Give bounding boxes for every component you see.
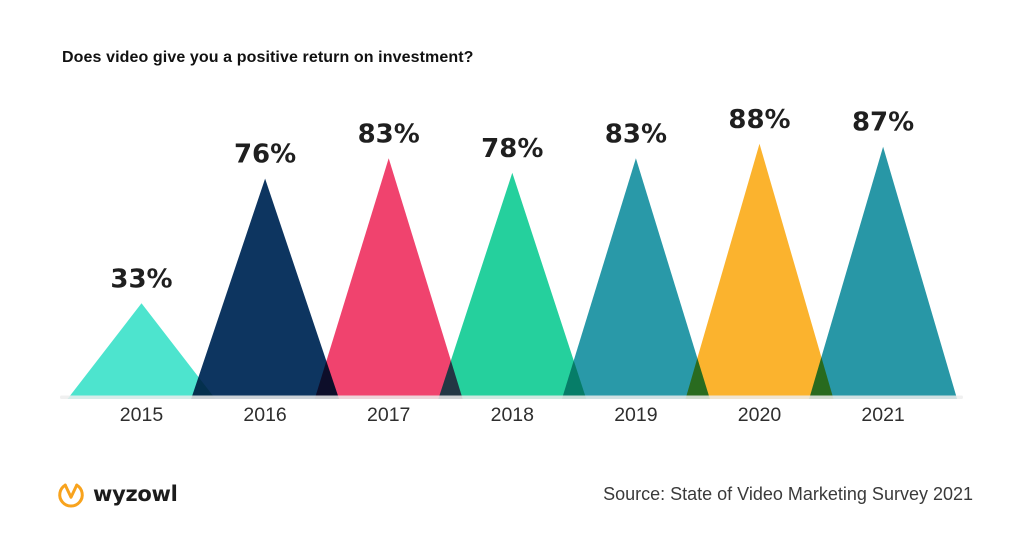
value-label-2019: 83% xyxy=(605,119,667,149)
year-label-2016: 2016 xyxy=(243,404,286,426)
triangle-2020 xyxy=(685,143,834,399)
wyzowl-logo-text: wyzowl xyxy=(93,482,178,506)
triangle-2017 xyxy=(314,158,463,399)
year-label-2018: 2018 xyxy=(491,404,534,426)
wyzowl-owl-icon xyxy=(58,483,84,508)
source-caption: Source: State of Video Marketing Survey … xyxy=(603,484,973,504)
value-label-2017: 83% xyxy=(358,119,420,149)
baseline xyxy=(60,395,963,399)
triangle-2016 xyxy=(191,178,340,399)
triangle-2015 xyxy=(67,303,216,399)
wyzowl-logo: wyzowl xyxy=(56,479,178,509)
triangle-2019 xyxy=(561,158,710,399)
year-label-2017: 2017 xyxy=(367,404,410,426)
triangle-2021 xyxy=(809,146,958,399)
chart-title: Does video give you a positive return on… xyxy=(62,49,474,66)
value-label-2021: 87% xyxy=(852,108,914,138)
roi-chart: 33% 2015 76% 2016 83% 2017 78% 2018 83% 2019 88% 20… xyxy=(60,105,963,426)
year-label-2015: 2015 xyxy=(120,404,164,426)
value-label-2018: 78% xyxy=(481,134,543,164)
year-label-2020: 2020 xyxy=(738,404,782,426)
value-label-2020: 88% xyxy=(728,105,790,135)
year-label-2021: 2021 xyxy=(861,404,904,426)
value-label-2016: 76% xyxy=(234,140,296,170)
value-label-2015: 33% xyxy=(110,264,172,294)
year-label-2019: 2019 xyxy=(614,404,657,426)
triangle-2018 xyxy=(438,172,587,399)
